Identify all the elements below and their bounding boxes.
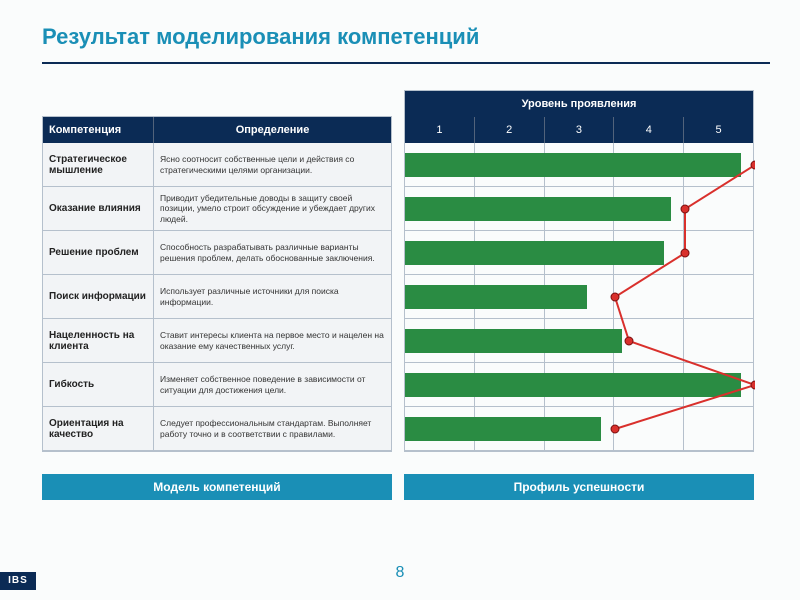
chart-scale-header: 12345 — [405, 117, 753, 143]
competency-name: Гибкость — [43, 363, 153, 406]
grid-cell — [613, 275, 683, 318]
level-bar — [405, 417, 601, 441]
scale-col: 5 — [683, 117, 753, 143]
grid-cell — [613, 407, 683, 450]
table-row: Ориентация на качествоСледует профессион… — [43, 407, 391, 451]
chart-row — [405, 407, 753, 451]
table-header: Компетенция Определение — [43, 117, 391, 143]
logo-badge: IBS — [0, 572, 36, 590]
table-body: Стратегическое мышлениеЯсно соотносит со… — [43, 143, 391, 451]
footer-profile-label: Профиль успешности — [404, 474, 754, 500]
grid-cell — [613, 319, 683, 362]
scale-col: 1 — [405, 117, 474, 143]
footer-model-label: Модель компетенций — [42, 474, 392, 500]
page-title: Результат моделирования компетенций — [42, 24, 479, 50]
level-bar — [405, 153, 741, 177]
footer-labels: Модель компетенций Профиль успешности — [42, 474, 754, 500]
table-row: Нацеленность на клиентаСтавит интересы к… — [43, 319, 391, 363]
competency-name: Решение проблем — [43, 231, 153, 274]
chart-row — [405, 143, 753, 187]
page-number: 8 — [0, 564, 800, 582]
chart-body — [405, 143, 753, 451]
chart-row — [405, 187, 753, 231]
th-definition: Определение — [153, 117, 391, 143]
grid-cell — [683, 407, 753, 450]
content-area: Компетенция Определение Стратегическое м… — [42, 90, 754, 452]
th-competency: Компетенция — [43, 117, 153, 143]
competency-name: Стратегическое мышление — [43, 143, 153, 186]
table-row: Поиск информацииИспользует различные ист… — [43, 275, 391, 319]
chart-row — [405, 319, 753, 363]
competency-name: Нацеленность на клиента — [43, 319, 153, 362]
chart-row — [405, 363, 753, 407]
chart-row — [405, 275, 753, 319]
table-row: ГибкостьИзменяет собственное поведение в… — [43, 363, 391, 407]
title-rule — [42, 62, 770, 64]
level-bar — [405, 285, 587, 309]
competency-definition: Способность разрабатывать различные вари… — [153, 231, 391, 274]
competency-name: Ориентация на качество — [43, 407, 153, 450]
chart-row — [405, 231, 753, 275]
grid-cell — [683, 275, 753, 318]
competency-name: Поиск информации — [43, 275, 153, 318]
grid-cell — [683, 187, 753, 230]
level-bar — [405, 373, 741, 397]
level-bar — [405, 329, 622, 353]
level-bar — [405, 241, 664, 265]
level-chart: Уровень проявления 12345 — [404, 90, 754, 452]
competency-table: Компетенция Определение Стратегическое м… — [42, 116, 392, 452]
competency-definition: Ясно соотносит собственные цели и действ… — [153, 143, 391, 186]
scale-col: 4 — [613, 117, 683, 143]
scale-col: 2 — [474, 117, 544, 143]
competency-definition: Приводит убедительные доводы в защиту св… — [153, 187, 391, 230]
competency-name: Оказание влияния — [43, 187, 153, 230]
competency-definition: Следует профессиональным стандартам. Вып… — [153, 407, 391, 450]
table-row: Оказание влиянияПриводит убедительные до… — [43, 187, 391, 231]
scale-col: 3 — [544, 117, 614, 143]
grid-cell — [683, 319, 753, 362]
competency-definition: Использует различные источники для поиск… — [153, 275, 391, 318]
level-bar — [405, 197, 671, 221]
competency-definition: Ставит интересы клиента на первое место … — [153, 319, 391, 362]
table-row: Стратегическое мышлениеЯсно соотносит со… — [43, 143, 391, 187]
chart-header-title: Уровень проявления — [405, 91, 753, 117]
competency-definition: Изменяет собственное поведение в зависим… — [153, 363, 391, 406]
grid-cell — [683, 231, 753, 274]
table-row: Решение проблемСпособность разрабатывать… — [43, 231, 391, 275]
